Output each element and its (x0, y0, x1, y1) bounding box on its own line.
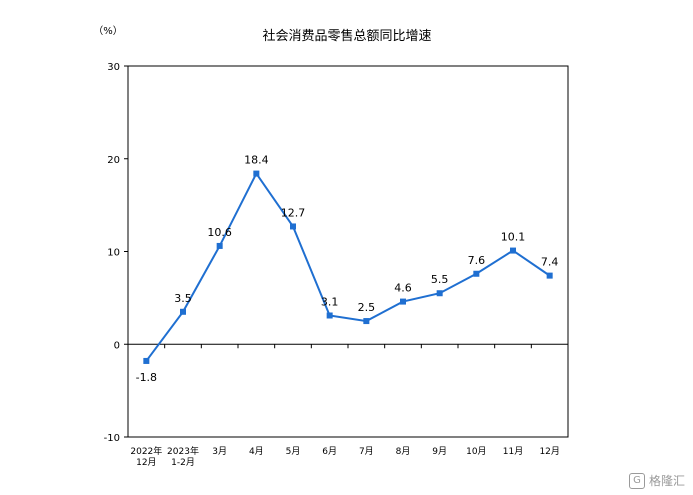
x-tick-label-line: 10月 (466, 446, 486, 457)
series (143, 170, 553, 364)
data-label: 7.6 (468, 254, 486, 267)
data-point (436, 290, 443, 297)
x-tick-label-line: 2022年 (130, 445, 162, 457)
y-tick-label: 0 (114, 340, 120, 351)
x-tick-label-line: 9月 (432, 446, 447, 457)
data-point (216, 242, 223, 249)
x-tick-label: 3月 (212, 446, 227, 457)
data-label: 3.1 (321, 295, 339, 308)
data-point (180, 308, 186, 315)
x-tick-label-line: 7月 (359, 446, 374, 457)
watermark-logo-icon: G (628, 472, 645, 489)
y-tick-label: 20 (107, 155, 120, 166)
x-tick-label: 6月 (322, 446, 337, 457)
y-tick-label: 10 (107, 248, 120, 259)
x-tick-label-line: 12月 (136, 457, 156, 468)
data-label: 2.5 (358, 301, 376, 314)
x-tick-label: 11月 (503, 446, 523, 457)
x-tick-label-line: 2023年 (167, 445, 199, 457)
data-label: 5.5 (431, 273, 449, 286)
axes (124, 65, 569, 438)
x-tick-label-line: 4月 (249, 446, 264, 457)
x-tick-label-line: 6月 (322, 446, 337, 457)
watermark-text: 格隆汇 (648, 474, 685, 488)
y-tick-label: 30 (107, 62, 120, 73)
data-point (400, 298, 406, 305)
data-point (363, 318, 370, 325)
plot-frame (127, 65, 569, 438)
x-tick-label: 4月 (249, 446, 264, 457)
data-label: 7.4 (541, 256, 559, 269)
x-tick-label: 12月 (539, 446, 559, 457)
data-label: 3.5 (174, 292, 192, 305)
x-tick-label: 8月 (396, 446, 411, 457)
x-tick-label: 5月 (286, 446, 301, 457)
data-point (290, 223, 296, 230)
data-label: 12.7 (281, 206, 306, 219)
x-tick-label-line: 12月 (539, 446, 559, 457)
data-label: 10.1 (501, 231, 526, 244)
data-label: -1.8 (136, 371, 157, 384)
data-label: 18.4 (244, 154, 269, 167)
x-tick-label: 2023年 1-2月 (167, 445, 199, 468)
x-tick-label: 9月 (432, 446, 447, 457)
x-tick-label-line: 11月 (503, 446, 523, 457)
y-tick-label: -10 (104, 433, 120, 444)
chart-title: 社会消费品零售总额同比增速 (262, 28, 431, 44)
watermark: G 格隆汇 (628, 472, 685, 489)
series-line (145, 171, 551, 362)
y-unit-label: （%） (93, 25, 123, 37)
y-tick-labels: -10 0 10 20 30 (104, 62, 120, 444)
x-tick-label-line: 8月 (396, 446, 411, 457)
data-point (326, 312, 333, 319)
data-point (253, 170, 260, 177)
x-tick-label: 2022年 12月 (130, 445, 162, 468)
data-point (546, 272, 553, 279)
x-tick-label: 7月 (359, 446, 374, 457)
data-point (473, 270, 480, 277)
x-tick-label-line: 5月 (286, 446, 301, 457)
x-tick-label-line: 1-2月 (171, 457, 195, 468)
data-point (510, 247, 516, 254)
data-label: 4.6 (394, 282, 412, 295)
data-label: 10.6 (207, 226, 232, 239)
x-tick-label: 10月 (466, 446, 486, 457)
x-tick-label-line: 3月 (212, 446, 227, 457)
data-point (143, 357, 150, 364)
data-labels: -1.8 3.5 10.6 18.4 12.7 3.1 2.5 4.6 5.5 7.6 10.1 7.… (136, 154, 559, 384)
